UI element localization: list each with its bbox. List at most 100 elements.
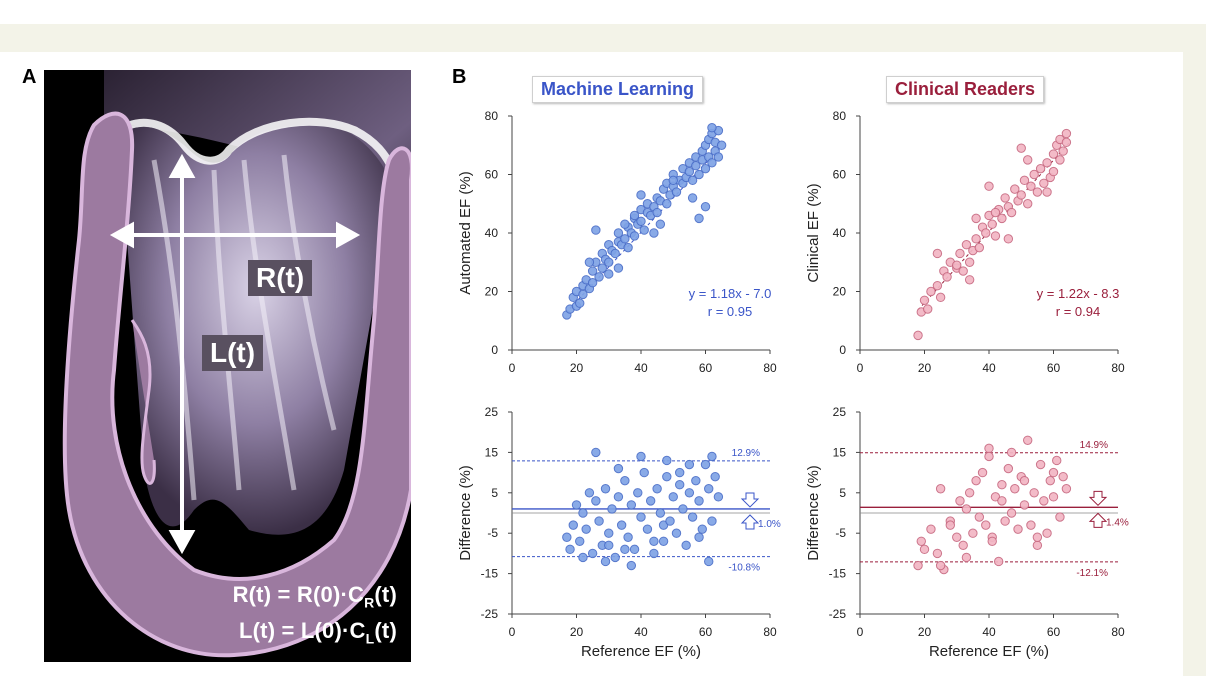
data-point bbox=[1048, 467, 1059, 478]
data-point bbox=[1035, 163, 1046, 174]
data-point bbox=[1023, 435, 1033, 445]
trabeculae bbox=[151, 154, 337, 501]
data-point bbox=[942, 272, 952, 282]
data-point bbox=[945, 520, 956, 530]
data-point bbox=[636, 216, 646, 227]
data-point bbox=[600, 484, 611, 494]
data-point bbox=[1058, 146, 1068, 156]
data-point bbox=[993, 556, 1004, 567]
papillary-muscle bbox=[130, 319, 156, 485]
data-point bbox=[591, 225, 601, 235]
data-point bbox=[613, 263, 624, 273]
data-point bbox=[987, 536, 997, 546]
data-point bbox=[687, 512, 698, 522]
cr-bland-altman-chart: -25 -15 -5 5 15 25 0 20 40 60 80 Difference (%) Refe… bbox=[805, 405, 1129, 660]
data-point bbox=[620, 544, 630, 555]
data-point bbox=[675, 480, 685, 490]
data-point bbox=[974, 512, 985, 522]
data-point bbox=[1029, 488, 1039, 498]
data-point bbox=[964, 488, 975, 498]
x-tick-label: 40 bbox=[634, 625, 648, 639]
x-tick-label: 40 bbox=[982, 361, 996, 375]
y-tick-label: 5 bbox=[491, 486, 498, 500]
data-point bbox=[964, 275, 975, 285]
data-point bbox=[645, 496, 656, 506]
data-point bbox=[1061, 484, 1072, 494]
data-point bbox=[1010, 484, 1020, 494]
data-point bbox=[913, 330, 923, 341]
data-point bbox=[716, 140, 727, 150]
data-point bbox=[652, 207, 662, 218]
data-point bbox=[662, 199, 672, 209]
x-tick-label: 40 bbox=[634, 361, 648, 375]
data-point bbox=[961, 552, 972, 563]
heart-illustration: R(t) L(t) R(t) = R(0)·CR(t) L(t) = L(0)·… bbox=[44, 70, 411, 662]
data-point bbox=[578, 552, 588, 563]
data-point bbox=[961, 504, 972, 514]
data-point bbox=[1045, 475, 1055, 486]
data-point bbox=[610, 248, 620, 259]
data-point bbox=[1055, 512, 1065, 522]
data-point bbox=[655, 219, 666, 229]
data-point bbox=[620, 475, 630, 486]
data-point bbox=[932, 248, 943, 259]
data-point bbox=[958, 540, 968, 551]
data-point bbox=[649, 548, 659, 559]
data-point bbox=[713, 492, 724, 502]
length-label: L(t) bbox=[202, 335, 264, 371]
correlation-coefficient: r = 0.94 bbox=[1056, 304, 1100, 319]
lower-limit-label: -12.1% bbox=[1076, 568, 1108, 579]
up-arrow-icon bbox=[1088, 512, 1108, 528]
x-tick-label: 20 bbox=[918, 625, 932, 639]
data-point bbox=[684, 488, 695, 498]
data-point bbox=[636, 512, 646, 522]
data-point bbox=[1019, 500, 1030, 510]
data-point bbox=[707, 123, 717, 133]
x-tick-label: 0 bbox=[857, 625, 864, 639]
y-tick-label: -15 bbox=[829, 567, 847, 581]
radius-label: R(t) bbox=[248, 260, 313, 296]
data-point bbox=[935, 560, 946, 571]
data-point bbox=[1019, 475, 1030, 486]
data-point bbox=[1023, 199, 1033, 209]
x-axis-label: Reference EF (%) bbox=[581, 643, 701, 660]
down-arrow-icon bbox=[740, 492, 760, 508]
x-tick-label: 0 bbox=[509, 625, 516, 639]
upper-limit-label: 12.9% bbox=[732, 448, 760, 459]
data-point bbox=[1006, 508, 1017, 518]
data-point bbox=[974, 242, 985, 253]
x-tick-label: 20 bbox=[570, 361, 584, 375]
x-axis-label: Reference EF (%) bbox=[929, 643, 1049, 660]
y-tick-label: 5 bbox=[839, 486, 846, 500]
y-tick-label: -15 bbox=[481, 567, 499, 581]
y-tick-label: 20 bbox=[485, 285, 499, 299]
y-tick-label: -5 bbox=[487, 526, 498, 540]
data-point bbox=[636, 190, 646, 200]
data-point bbox=[604, 257, 614, 267]
data-point bbox=[984, 451, 994, 462]
regression-equation: y = 1.18x - 7.0 bbox=[689, 286, 772, 301]
data-point bbox=[600, 556, 611, 567]
data-point bbox=[697, 524, 707, 534]
data-point bbox=[704, 556, 714, 567]
ml-correlation-chart: 0 20 40 60 80 0 20 40 60 80 Automated EF (%) y = 1.… bbox=[457, 109, 777, 375]
data-point bbox=[649, 536, 659, 546]
data-point bbox=[639, 225, 649, 235]
data-point bbox=[971, 234, 981, 244]
y-tick-label: 0 bbox=[491, 343, 498, 357]
data-point bbox=[629, 544, 640, 555]
data-point bbox=[623, 532, 633, 542]
data-point bbox=[694, 213, 704, 224]
data-point bbox=[636, 451, 646, 462]
x-tick-label: 0 bbox=[509, 361, 516, 375]
correlation-coefficient: r = 0.95 bbox=[708, 304, 752, 319]
data-point bbox=[607, 504, 617, 514]
data-point bbox=[1016, 143, 1026, 153]
x-tick-label: 20 bbox=[570, 625, 584, 639]
data-point bbox=[1058, 471, 1068, 482]
data-point bbox=[1013, 524, 1023, 534]
x-tick-label: 80 bbox=[1111, 625, 1125, 639]
data-point bbox=[1042, 187, 1052, 197]
data-point bbox=[1006, 447, 1017, 458]
data-point bbox=[919, 295, 930, 305]
